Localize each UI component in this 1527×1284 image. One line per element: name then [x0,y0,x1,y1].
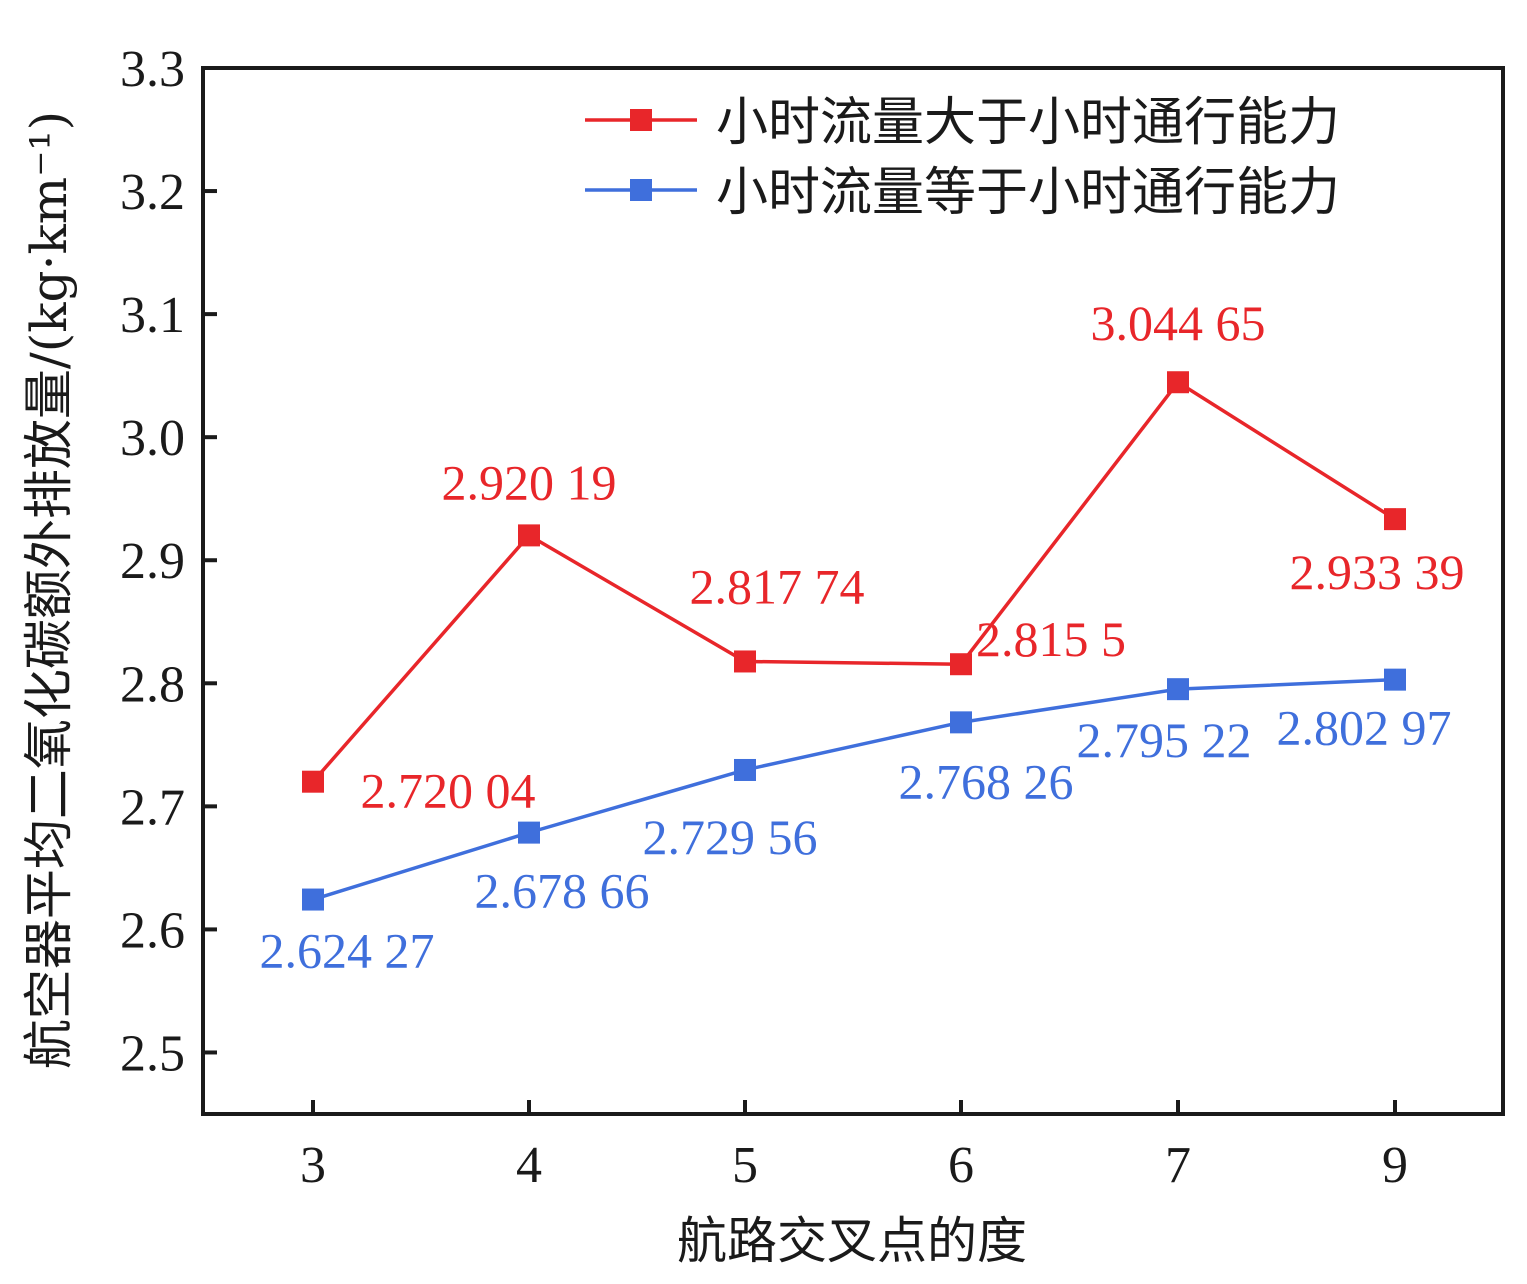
data-label: 2.815 5 [976,611,1126,667]
data-point [1384,508,1406,531]
x-tick-label: 3 [300,1137,326,1194]
data-point [1167,371,1189,394]
legend-label: 小时流量等于小时通行能力 [716,163,1340,223]
data-point [950,711,972,734]
data-point [302,888,324,911]
data-label: 2.795 22 [1077,712,1252,768]
x-tick-label: 5 [732,1137,758,1194]
data-point [518,821,540,844]
data-label: 3.044 65 [1091,295,1266,351]
y-tick-label: 3.1 [120,287,185,344]
data-point [518,524,540,547]
series-layer [302,371,1406,911]
y-tick-label: 2.7 [120,779,185,836]
y-tick-label: 2.5 [120,1025,185,1082]
data-labels-layer: 2.720 04 2.920 19 2.817 74 2.815 5 3.044 65 2… [260,295,1465,978]
y-tick-label: 2.6 [120,902,185,959]
y-tick-label: 2.8 [120,656,185,713]
data-label: 2.678 66 [475,863,650,919]
data-point [950,653,972,676]
x-tick-label: 6 [948,1137,974,1194]
x-tick-label: 7 [1165,1137,1191,1194]
legend-marker [630,179,652,201]
data-label: 2.920 19 [442,454,617,510]
series-line [311,379,1396,783]
x-tick-label: 4 [516,1137,542,1194]
data-label: 2.624 27 [260,923,435,979]
data-label: 2.817 74 [690,558,865,614]
legend-marker [630,109,652,131]
data-point [734,758,756,781]
y-tick-label: 2.9 [120,533,185,590]
data-label: 2.729 56 [643,809,818,865]
axes-layer: 2.5 2.6 2.7 2.8 2.9 3.0 3.1 3.2 3.3 3 4 5 6 7 9 [120,41,1505,1194]
data-point [734,650,756,673]
series-line [312,677,1396,902]
data-label: 2.802 97 [1277,700,1452,756]
x-axis-title: 航路交叉点的度 [677,1212,1027,1270]
plot-frame [201,66,1505,1116]
y-tick-label: 3.3 [120,41,185,98]
data-point [302,770,324,793]
y-axis-title: 航空器平均二氧化碳额外排放量/(kg·km⁻¹) [20,111,78,1069]
y-tick-label: 3.2 [120,164,185,221]
legend-label: 小时流量大于小时通行能力 [716,93,1340,153]
x-tick-label: 9 [1382,1137,1408,1194]
data-label: 2.933 39 [1290,544,1465,600]
data-point [1167,678,1189,701]
data-point [1384,668,1406,691]
y-tick-label: 3.0 [120,410,185,467]
data-label: 2.720 04 [361,763,536,819]
data-label: 2.768 26 [899,753,1074,809]
